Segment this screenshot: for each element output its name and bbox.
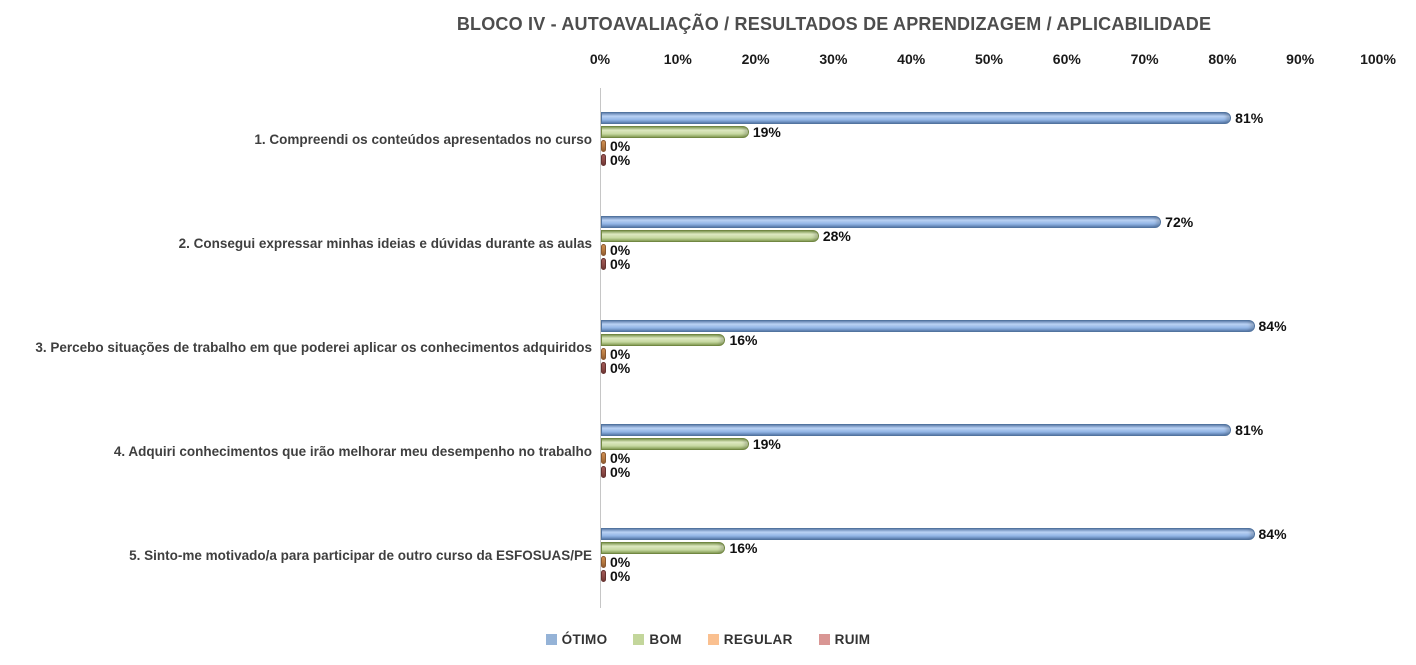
bar-ótimo	[601, 112, 1232, 124]
value-label: 0%	[610, 152, 631, 168]
bar-ruim	[601, 570, 606, 582]
legend-item-ótimo: ÓTIMO	[545, 632, 608, 647]
value-label: 0%	[610, 360, 631, 376]
x-axis-tick-label: 20%	[741, 51, 770, 67]
category-label: 5. Sinto-me motivado/a para participar d…	[0, 546, 592, 566]
legend-swatch-icon	[818, 634, 830, 645]
category-label-text: 4. Adquiri conhecimentos que irão melhor…	[113, 444, 592, 459]
value-label: 16%	[729, 540, 758, 556]
category-label: 1. Compreendi os conteúdos apresentados …	[0, 130, 592, 150]
bar-ruim	[601, 258, 606, 270]
x-axis-tick-label: 60%	[1052, 51, 1081, 67]
value-label: 0%	[610, 464, 631, 480]
legend-label: ÓTIMO	[561, 632, 608, 647]
value-label: 0%	[610, 554, 631, 570]
bar-bom	[601, 438, 749, 450]
value-label: 0%	[610, 568, 631, 584]
value-label: 84%	[1258, 526, 1287, 542]
chart-title: BLOCO IV - AUTOAVALIAÇÃO / RESULTADOS DE…	[456, 14, 1212, 34]
x-axis-tick-label: 10%	[663, 51, 692, 67]
bar-regular	[601, 348, 606, 360]
legend-swatch-icon	[633, 634, 645, 645]
plot-area: 81% 19% 0% 0% 72% 28% 0% 0% 84% 16% 0% 0% 81% 19% 0% 0%…	[600, 88, 1379, 608]
x-axis-tick-label: 50%	[974, 51, 1004, 67]
value-label: 0%	[610, 256, 631, 272]
legend-item-regular: REGULAR	[707, 632, 793, 647]
category-label-text: 3. Percebo situações de trabalho em que …	[35, 340, 592, 355]
value-label: 81%	[1235, 110, 1264, 126]
x-axis-tick-label: 70%	[1130, 51, 1159, 67]
category-label-text: 1. Compreendi os conteúdos apresentados …	[254, 132, 592, 147]
bar-regular	[601, 556, 606, 568]
bar-ruim	[601, 154, 606, 166]
bar-regular	[601, 140, 606, 152]
value-label: 0%	[610, 138, 631, 154]
bar-ótimo	[601, 216, 1162, 228]
value-label: 16%	[729, 332, 758, 348]
bar-ruim	[601, 362, 606, 374]
value-label: 19%	[752, 436, 781, 452]
bar-ótimo	[601, 528, 1255, 540]
value-label: 0%	[610, 346, 631, 362]
value-label: 81%	[1235, 422, 1264, 438]
value-label: 72%	[1165, 214, 1194, 230]
bar-bom	[601, 230, 819, 242]
bar-ótimo	[601, 320, 1255, 332]
x-axis-tick-label: 0%	[589, 51, 611, 67]
legend-swatch-icon	[707, 634, 719, 645]
x-axis-tick-label: 100%	[1360, 51, 1396, 67]
value-label: 28%	[822, 228, 851, 244]
legend-item-ruim: RUIM	[818, 632, 871, 647]
category-label: 4. Adquiri conhecimentos que irão melhor…	[0, 442, 592, 462]
legend-label: RUIM	[834, 632, 871, 647]
value-label: 0%	[610, 242, 631, 258]
legend-item-bom: BOM	[633, 632, 681, 647]
x-axis-tick-label: 80%	[1208, 51, 1237, 67]
x-axis-tick-label: 90%	[1286, 51, 1315, 67]
value-label: 19%	[752, 124, 781, 140]
value-label: 0%	[610, 450, 631, 466]
legend-swatch-icon	[545, 634, 557, 645]
category-label: 3. Percebo situações de trabalho em que …	[0, 338, 592, 358]
category-label: 2. Consegui expressar minhas ideias e dú…	[0, 234, 592, 254]
x-axis-tick-label: 30%	[819, 51, 848, 67]
bar-regular	[601, 244, 606, 256]
bar-bom	[601, 334, 726, 346]
category-label-text: 5. Sinto-me motivado/a para participar d…	[129, 548, 592, 563]
category-label-text: 2. Consegui expressar minhas ideias e dú…	[178, 236, 592, 251]
bar-bom	[601, 126, 749, 138]
legend: ÓTIMO BOM REGULAR RUIM	[0, 632, 1416, 647]
bar-bom	[601, 542, 726, 554]
bar-ótimo	[601, 424, 1232, 436]
legend-label: REGULAR	[723, 632, 793, 647]
bar-ruim	[601, 466, 606, 478]
value-label: 84%	[1258, 318, 1287, 334]
x-axis-tick-label: 40%	[897, 51, 926, 67]
bar-regular	[601, 452, 606, 464]
legend-label: BOM	[649, 632, 682, 647]
